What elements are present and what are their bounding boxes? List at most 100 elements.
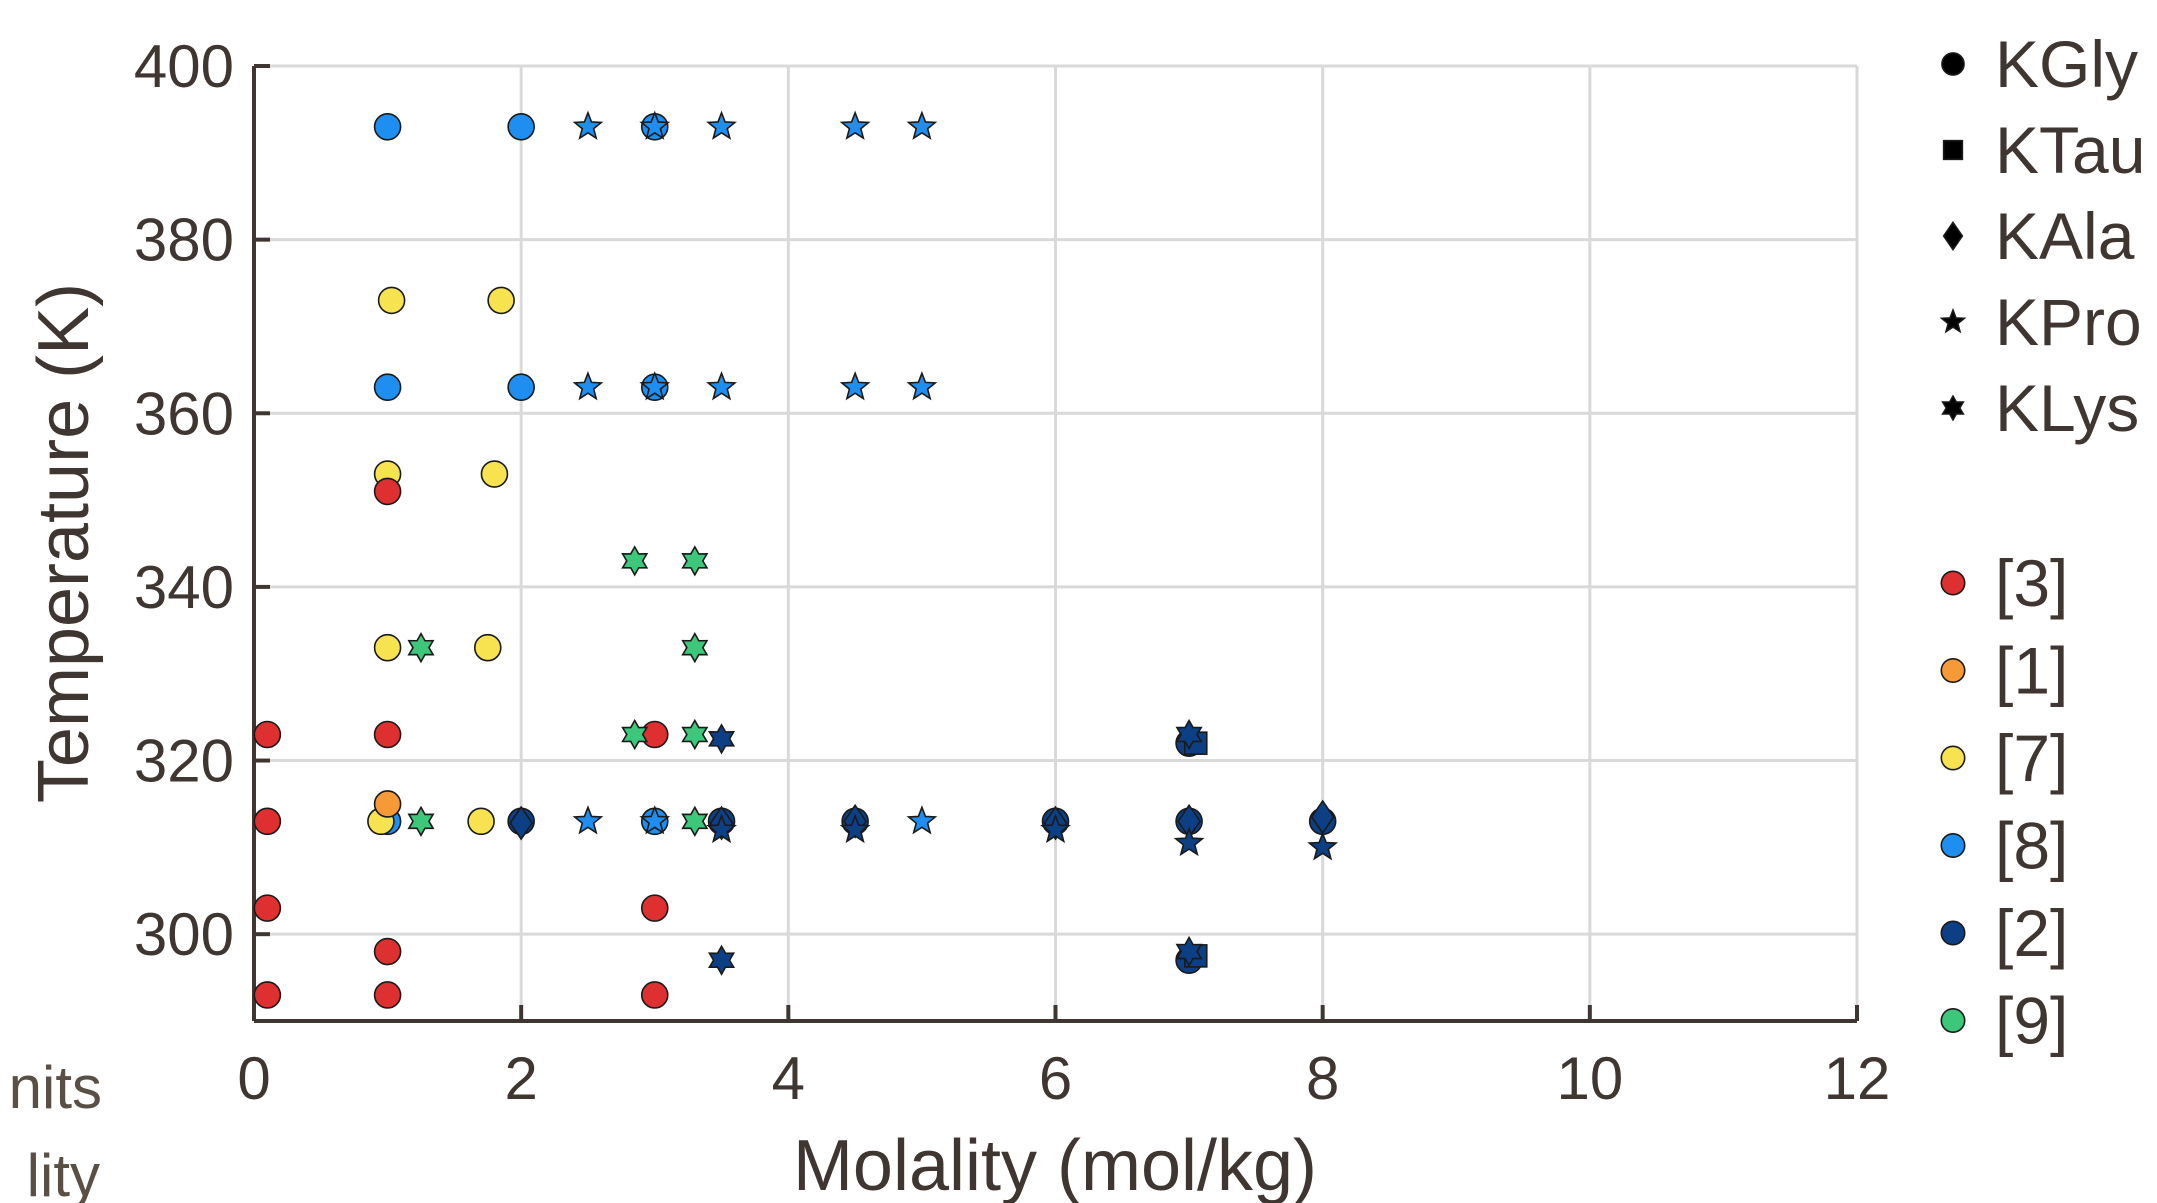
legend-label: KAla xyxy=(1995,199,2135,273)
color-legend: [3] [1] [7] [8] [2] [9] xyxy=(1940,546,2068,1058)
cutoff-text-line-2: lity xyxy=(27,1142,100,1203)
legend-diamond-icon xyxy=(1942,220,1964,252)
legend-square-icon xyxy=(1942,139,1964,161)
data-point-hexagram xyxy=(1175,718,1203,751)
legend-star5-icon xyxy=(1939,307,1967,334)
legend-reference-label: [2] xyxy=(1995,896,2068,970)
x-tick-label: 12 xyxy=(1824,1045,1891,1112)
data-point-star5 xyxy=(572,110,604,140)
data-point-hexagram xyxy=(681,718,709,751)
data-point-star5 xyxy=(906,805,938,835)
data-point-star5 xyxy=(706,371,737,401)
data-points xyxy=(253,110,1339,1009)
axes xyxy=(252,64,1859,1023)
data-point-star5 xyxy=(639,805,671,835)
legend-hexagram-icon xyxy=(1941,394,1965,422)
legend-circle-icon xyxy=(1941,52,1965,76)
data-point-star5 xyxy=(639,110,671,140)
legend-reference-label: [1] xyxy=(1995,634,2068,708)
data-point-star5 xyxy=(839,371,871,401)
data-point-star5 xyxy=(839,110,871,140)
y-tick-label: 300 xyxy=(134,901,234,968)
data-point-hexagram xyxy=(681,632,709,664)
data-point-star5 xyxy=(906,110,938,140)
data-point-hexagram xyxy=(681,805,709,837)
data-point-star5 xyxy=(572,805,604,835)
data-point-hexagram xyxy=(621,545,649,577)
legend-label: KGly xyxy=(1995,27,2138,101)
y-tick-labels: 300 320 340 360 380 400 xyxy=(134,33,234,968)
data-point-circle xyxy=(640,981,669,1009)
legend-color-icon xyxy=(1940,1007,1966,1033)
data-point-star5 xyxy=(906,371,938,401)
cutoff-text-line-1: nits xyxy=(9,1054,102,1121)
data-point-circle xyxy=(373,633,402,662)
y-axis-title: Temperature (K) xyxy=(24,283,104,803)
y-tick-label: 320 xyxy=(134,728,234,795)
data-point-circle xyxy=(253,981,282,1009)
data-point-circle xyxy=(640,894,669,922)
data-point-circle xyxy=(480,460,509,488)
data-point-circle xyxy=(253,807,282,836)
legend-reference-label: [7] xyxy=(1995,721,2068,795)
data-point-circle xyxy=(377,286,406,315)
y-tick-label: 340 xyxy=(134,554,234,621)
x-tick-label: 2 xyxy=(504,1045,537,1112)
legend-color-icon xyxy=(1940,745,1966,771)
data-point-star5 xyxy=(1173,826,1205,857)
data-point-star5 xyxy=(1040,813,1071,844)
data-point-diamond xyxy=(509,805,534,841)
data-point-hexagram xyxy=(708,944,736,976)
legend-reference-label: [9] xyxy=(1995,984,2068,1058)
data-point-star5 xyxy=(706,110,737,140)
grid-lines xyxy=(252,64,1859,1021)
legend-label: KLys xyxy=(1995,371,2139,445)
data-point-hexagram xyxy=(407,805,435,837)
data-point-circle xyxy=(373,720,402,749)
data-point-circle xyxy=(507,112,535,141)
data-point-hexagram xyxy=(708,723,736,755)
data-point-circle xyxy=(507,373,535,402)
legend-reference-label: [3] xyxy=(1995,546,2068,620)
legend-color-icon xyxy=(1940,657,1966,683)
data-point-star5 xyxy=(572,371,604,401)
data-point-star5 xyxy=(639,371,671,401)
y-tick-label: 400 xyxy=(134,33,234,100)
x-axis-title: Molality (mol/kg) xyxy=(793,1126,1317,1203)
data-point-circle xyxy=(487,286,515,315)
data-point-hexagram xyxy=(621,718,649,751)
legend-color-icon xyxy=(1940,570,1966,596)
legend-color-icon xyxy=(1940,832,1966,858)
data-point-circle xyxy=(373,112,402,141)
data-point-circle xyxy=(473,633,502,662)
x-tick-label: 8 xyxy=(1306,1045,1339,1112)
y-tick-label: 360 xyxy=(134,380,234,447)
x-tick-labels: 0 2 4 6 8 10 12 xyxy=(237,1045,1890,1112)
legend-label: KTau xyxy=(1995,113,2145,187)
data-point-star5 xyxy=(1307,831,1339,861)
data-point-star5 xyxy=(706,813,737,844)
data-point-circle xyxy=(373,477,402,506)
data-point-circle xyxy=(640,720,669,749)
data-point-hexagram xyxy=(407,632,435,664)
x-tick-label: 4 xyxy=(772,1045,805,1112)
x-tick-label: 0 xyxy=(237,1045,270,1112)
legend-color-icon xyxy=(1940,920,1966,946)
x-tick-label: 10 xyxy=(1556,1045,1623,1112)
data-point-circle xyxy=(373,373,402,402)
data-point-circle xyxy=(253,894,282,922)
data-point-circle xyxy=(373,937,402,966)
data-point-hexagram xyxy=(1175,935,1203,968)
data-point-circle xyxy=(373,790,402,818)
legend-label: KPro xyxy=(1995,285,2142,359)
data-point-star5 xyxy=(839,813,871,844)
data-point-circle xyxy=(467,807,495,836)
marker-legend: KGly KTau KAla KPro KLys xyxy=(1939,27,2145,445)
y-tick-label: 380 xyxy=(134,207,234,274)
data-point-circle xyxy=(253,720,282,749)
x-tick-label: 6 xyxy=(1039,1045,1072,1112)
data-point-hexagram xyxy=(681,545,709,577)
data-point-circle xyxy=(373,981,402,1009)
legend-reference-label: [8] xyxy=(1995,809,2068,883)
